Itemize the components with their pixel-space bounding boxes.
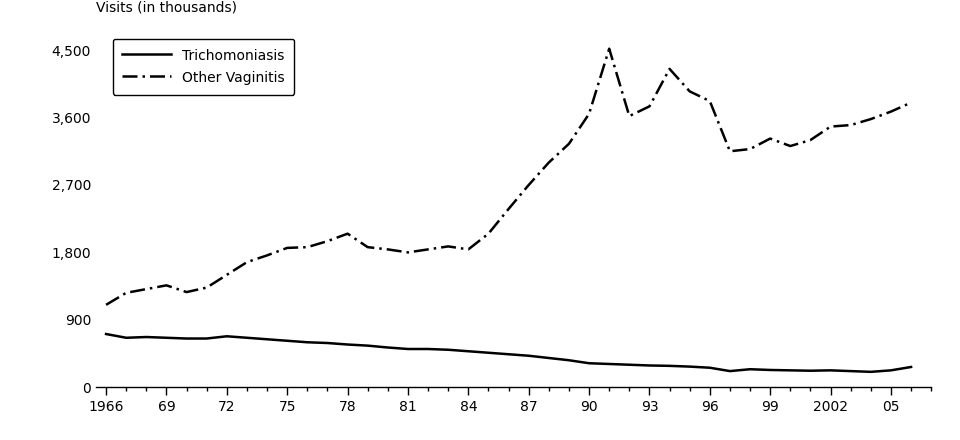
Other Vaginitis (624, 114, 636, 119)
Other Vaginitis (342, 231, 353, 236)
Trichomoniasis (564, 358, 575, 363)
Trichomoniasis (624, 362, 636, 367)
Trichomoniasis (704, 365, 715, 370)
Other Vaginitis (180, 290, 192, 295)
Trichomoniasis (160, 335, 172, 341)
Other Vaginitis (704, 99, 715, 104)
Trichomoniasis (865, 369, 876, 374)
Trichomoniasis (825, 368, 836, 373)
Trichomoniasis (100, 331, 111, 337)
Trichomoniasis (221, 334, 232, 339)
Other Vaginitis (885, 109, 897, 114)
Trichomoniasis (180, 336, 192, 341)
Other Vaginitis (644, 104, 656, 109)
Other Vaginitis (322, 238, 333, 244)
Trichomoniasis (120, 335, 132, 341)
Other Vaginitis (825, 124, 836, 129)
Text: Visits (in thousands): Visits (in thousands) (96, 0, 237, 14)
Trichomoniasis (281, 338, 293, 343)
Trichomoniasis (684, 364, 695, 369)
Other Vaginitis (483, 231, 494, 236)
Trichomoniasis (443, 347, 454, 352)
Other Vaginitis (463, 247, 474, 252)
Trichomoniasis (241, 335, 252, 341)
Trichomoniasis (845, 368, 856, 374)
Trichomoniasis (463, 348, 474, 354)
Trichomoniasis (342, 342, 353, 347)
Trichomoniasis (402, 346, 414, 352)
Other Vaginitis (241, 260, 252, 265)
Other Vaginitis (543, 160, 555, 165)
Other Vaginitis (684, 89, 695, 94)
Other Vaginitis (865, 117, 876, 122)
Trichomoniasis (523, 353, 535, 359)
Other Vaginitis (784, 143, 796, 149)
Line: Trichomoniasis: Trichomoniasis (106, 334, 911, 372)
Trichomoniasis (784, 368, 796, 373)
Trichomoniasis (322, 341, 333, 346)
Other Vaginitis (422, 247, 434, 252)
Other Vaginitis (584, 111, 595, 117)
Trichomoniasis (905, 364, 917, 370)
Other Vaginitis (724, 149, 735, 154)
Trichomoniasis (261, 337, 273, 342)
Other Vaginitis (845, 122, 856, 128)
Other Vaginitis (221, 272, 232, 278)
Trichomoniasis (724, 368, 735, 374)
Trichomoniasis (201, 336, 212, 341)
Other Vaginitis (120, 290, 132, 296)
Other Vaginitis (160, 283, 172, 288)
Trichomoniasis (804, 368, 816, 374)
Trichomoniasis (764, 367, 776, 373)
Line: Other Vaginitis: Other Vaginitis (106, 49, 911, 305)
Other Vaginitis (402, 250, 414, 255)
Trichomoniasis (644, 363, 656, 368)
Trichomoniasis (744, 367, 756, 372)
Other Vaginitis (764, 136, 776, 141)
Trichomoniasis (301, 340, 313, 345)
Trichomoniasis (362, 343, 373, 348)
Other Vaginitis (100, 302, 111, 308)
Other Vaginitis (301, 245, 313, 250)
Other Vaginitis (564, 141, 575, 147)
Other Vaginitis (604, 46, 615, 51)
Other Vaginitis (744, 147, 756, 152)
Other Vaginitis (905, 100, 917, 105)
Other Vaginitis (261, 253, 273, 258)
Other Vaginitis (281, 245, 293, 250)
Trichomoniasis (503, 352, 515, 357)
Other Vaginitis (201, 285, 212, 290)
Trichomoniasis (422, 346, 434, 352)
Other Vaginitis (443, 244, 454, 249)
Legend: Trichomoniasis, Other Vaginitis: Trichomoniasis, Other Vaginitis (112, 39, 295, 95)
Trichomoniasis (885, 368, 897, 373)
Other Vaginitis (140, 286, 152, 292)
Trichomoniasis (584, 361, 595, 366)
Trichomoniasis (483, 350, 494, 356)
Other Vaginitis (804, 137, 816, 143)
Trichomoniasis (140, 334, 152, 340)
Trichomoniasis (604, 361, 615, 367)
Other Vaginitis (503, 206, 515, 212)
Other Vaginitis (523, 182, 535, 187)
Trichomoniasis (543, 356, 555, 361)
Other Vaginitis (382, 247, 394, 252)
Trichomoniasis (382, 345, 394, 350)
Trichomoniasis (663, 363, 675, 368)
Other Vaginitis (362, 245, 373, 250)
Other Vaginitis (663, 66, 675, 72)
